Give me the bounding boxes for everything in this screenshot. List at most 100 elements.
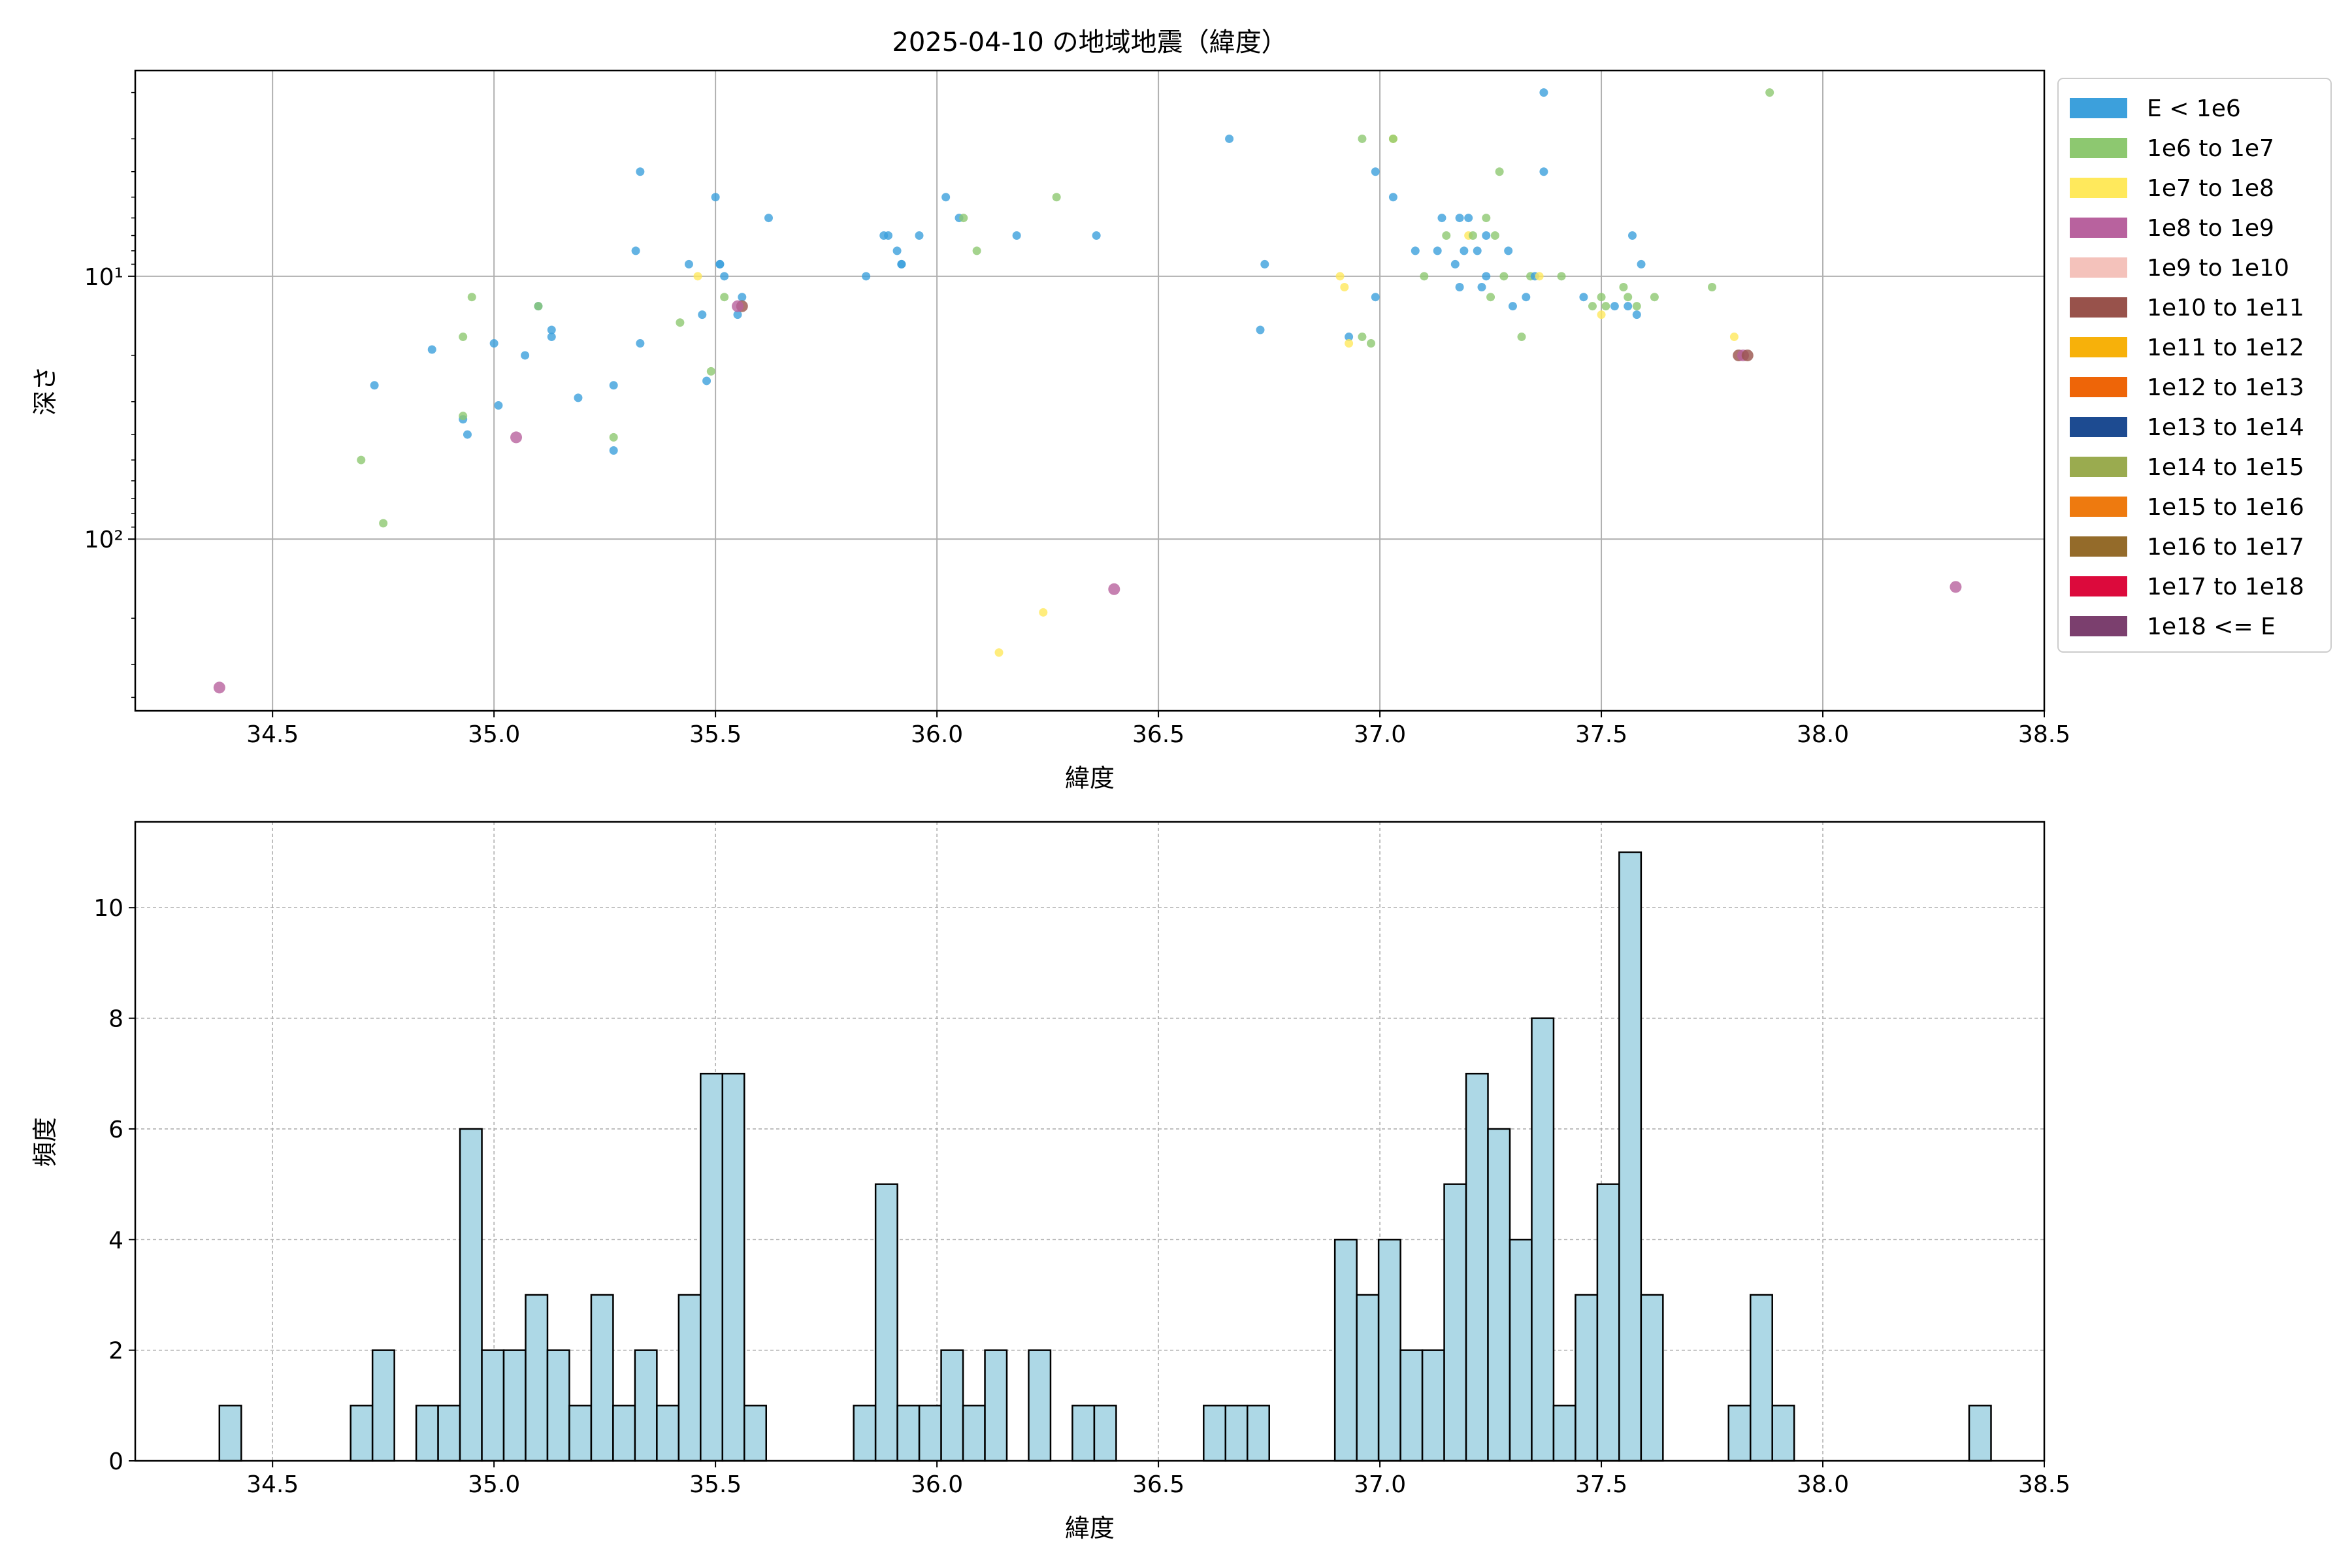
data-point	[732, 300, 744, 312]
data-point	[1619, 282, 1628, 291]
legend-label: 1e11 to 1e12	[2147, 335, 2304, 361]
data-point	[994, 648, 1004, 657]
histogram-y-tick-label: 10	[93, 895, 123, 922]
legend-swatch	[2070, 576, 2127, 596]
data-point	[706, 367, 715, 376]
data-point	[702, 376, 711, 385]
histogram-bar	[1421, 1349, 1445, 1462]
data-point	[1729, 333, 1739, 342]
histogram-bar	[656, 1405, 680, 1462]
histogram-bar	[918, 1405, 942, 1462]
data-point	[1420, 272, 1429, 281]
data-point	[733, 310, 742, 319]
legend-label: 1e16 to 1e17	[2147, 534, 2304, 561]
data-point	[631, 246, 640, 255]
data-point	[1504, 246, 1513, 255]
scatter-y-axis-label: 深さ	[31, 366, 59, 416]
data-point	[1650, 293, 1659, 302]
data-point	[715, 259, 725, 269]
histogram-y-tick-label: 4	[108, 1227, 123, 1254]
data-point	[636, 167, 645, 176]
data-point	[676, 318, 685, 327]
histogram-y-tick-label: 0	[108, 1448, 123, 1475]
data-point	[1335, 272, 1345, 281]
data-point	[1637, 259, 1646, 269]
data-point	[1539, 88, 1548, 97]
data-point	[1482, 231, 1491, 240]
histogram-bar	[1399, 1349, 1424, 1462]
data-point	[574, 393, 583, 402]
histogram-bar	[1247, 1405, 1270, 1462]
data-point	[1225, 134, 1234, 143]
data-point	[1433, 246, 1442, 255]
data-point	[1473, 246, 1482, 255]
histogram-x-tick-label: 38.5	[2018, 1471, 2070, 1498]
data-point	[213, 681, 225, 694]
data-point	[711, 193, 720, 202]
data-point	[1477, 282, 1486, 291]
data-point	[1388, 134, 1397, 143]
data-point	[1464, 214, 1473, 223]
data-point	[1256, 325, 1265, 335]
legend-label: 1e6 to 1e7	[2147, 135, 2274, 162]
data-point	[1108, 583, 1120, 595]
data-point	[1597, 293, 1606, 302]
scatter-y-tick-label: 10²	[84, 527, 123, 553]
data-point	[534, 302, 543, 311]
histogram-x-tick-label: 36.0	[911, 1471, 963, 1498]
histogram-bar	[1443, 1183, 1467, 1462]
data-point	[467, 293, 476, 302]
data-point	[370, 381, 379, 390]
data-point	[609, 446, 618, 455]
histogram-y-tick-label: 8	[108, 1006, 123, 1033]
legend-swatch	[2070, 616, 2127, 636]
legend-swatch	[2070, 377, 2127, 397]
histogram-bar	[459, 1128, 483, 1462]
data-point	[1482, 272, 1491, 281]
data-point	[1460, 246, 1469, 255]
histogram-bar	[1749, 1294, 1773, 1462]
histogram-bar	[874, 1183, 898, 1462]
data-point	[494, 401, 503, 410]
data-point	[738, 293, 747, 302]
data-point	[1627, 231, 1637, 240]
histogram-x-tick-label: 36.5	[1132, 1471, 1184, 1498]
data-point	[1765, 88, 1774, 97]
data-point	[636, 339, 645, 348]
chart-title: 2025-04-10 の地域地震（緯度）	[892, 27, 1287, 57]
data-point	[1367, 339, 1376, 348]
legend-swatch	[2070, 457, 2127, 477]
data-point	[379, 519, 388, 528]
data-point	[459, 333, 468, 342]
legend-label: 1e7 to 1e8	[2147, 175, 2274, 202]
data-point	[693, 272, 702, 281]
data-point	[1499, 272, 1509, 281]
legend-label: 1e15 to 1e16	[2147, 494, 2304, 521]
histogram-bar	[984, 1349, 1008, 1462]
histogram-bar	[1377, 1239, 1401, 1462]
legend-label: 1e12 to 1e13	[2147, 374, 2304, 401]
data-point	[764, 214, 773, 223]
scatter-x-ticks: 34.5 35.0 35.5 36.0 36.5 37.0 37.5 38.0 38.5	[246, 711, 2070, 748]
data-point	[1039, 608, 1048, 617]
histogram-bar	[415, 1405, 439, 1462]
histogram-bar	[1727, 1405, 1752, 1462]
data-point	[1388, 193, 1397, 202]
legend-box	[2057, 78, 2332, 653]
legend-swatch	[2070, 138, 2127, 158]
data-point	[1624, 293, 1633, 302]
data-point	[884, 231, 893, 240]
scatter-plot-frame	[134, 69, 2046, 712]
scatter-y-ticks: 10¹ 10²	[84, 91, 135, 698]
legend-swatch	[2070, 337, 2127, 357]
data-point	[684, 259, 693, 269]
data-point	[1455, 282, 1464, 291]
data-point	[1624, 302, 1633, 311]
histogram-bar	[1028, 1349, 1052, 1462]
scatter-x-tick-label: 38.0	[1797, 721, 1849, 748]
data-point	[1260, 259, 1269, 269]
data-point	[1490, 231, 1499, 240]
data-point	[1597, 310, 1606, 319]
data-point	[1358, 134, 1367, 143]
data-point	[1371, 167, 1380, 176]
